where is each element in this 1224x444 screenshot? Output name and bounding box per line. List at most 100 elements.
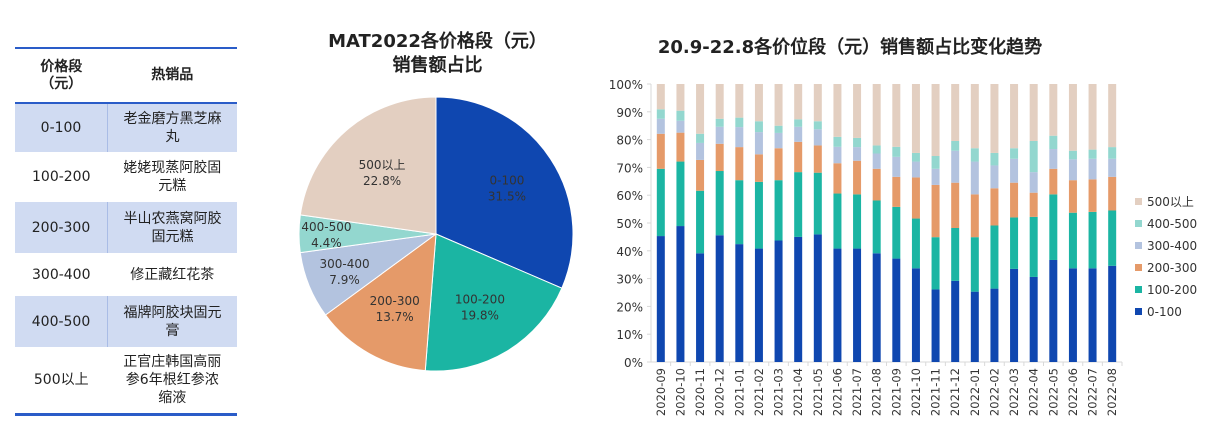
bar-segment-400-500: [715, 118, 724, 127]
bar-segment-200-300: [911, 177, 920, 219]
x-tick-label: 2022-07: [1086, 368, 1100, 416]
bar-segment-200-300: [892, 176, 901, 207]
bar-segment-300-400: [774, 132, 783, 149]
bar-segment-500以上: [656, 84, 665, 110]
bar-segment-200-300: [676, 132, 685, 162]
bar-segment-400-500: [1068, 150, 1077, 160]
bar-segment-400-500: [696, 133, 705, 143]
bar-segment-100-200: [990, 225, 999, 289]
bar-segment-0-100: [1068, 268, 1077, 362]
bar-segment-0-100: [853, 248, 862, 362]
x-tick-label: 2021-08: [870, 368, 884, 416]
x-tick-label: 2021-02: [752, 368, 766, 416]
bar-segment-500以上: [715, 84, 724, 119]
bar-segment-400-500: [911, 152, 920, 162]
y-tick-label: 70%: [616, 161, 643, 175]
bar-segment-300-400: [735, 127, 744, 148]
bar-segment-100-200: [1108, 210, 1117, 266]
bar-segment-400-500: [833, 136, 842, 147]
bar-segment-400-500: [774, 125, 783, 133]
bar-segment-500以上: [951, 84, 960, 141]
y-tick-label: 20%: [616, 300, 643, 314]
bar-segment-300-400: [1108, 158, 1117, 177]
bar-segment-500以上: [1108, 84, 1117, 148]
pie-value-label: 7.9%: [329, 273, 360, 287]
pie-slice-100-200: [424, 233, 563, 372]
bar-segment-100-200: [872, 200, 881, 254]
price-range-cell: 100-200: [32, 169, 91, 185]
x-tick-label: 2021-07: [850, 368, 864, 416]
bar-segment-100-200: [1068, 212, 1077, 269]
bar-segment-300-400: [911, 161, 920, 178]
legend-swatch-200-300: [1135, 264, 1142, 271]
price-range-cell: 400-500: [15, 296, 108, 347]
bar-segment-400-500: [794, 119, 803, 127]
y-tick-label: 60%: [616, 189, 643, 203]
pie-value-label: 22.8%: [363, 174, 401, 188]
x-tick-label: 2021-10: [909, 368, 923, 416]
bar-segment-0-100: [676, 226, 685, 362]
bar-segment-0-100: [1029, 276, 1038, 362]
bar-segment-0-100: [970, 291, 979, 362]
bar-segment-300-400: [872, 153, 881, 169]
bar-segment-100-200: [696, 190, 705, 254]
bar-segment-200-300: [853, 160, 862, 195]
bar-segment-100-200: [1049, 194, 1058, 260]
bar-segment-300-400: [1010, 158, 1019, 183]
bar-segment-500以上: [892, 84, 901, 147]
price-range-cell: 500以上: [33, 371, 89, 388]
pie-title-line: MAT2022各价格段（元）: [328, 31, 547, 52]
bar-segment-0-100: [696, 253, 705, 362]
bar-segment-0-100: [1049, 259, 1058, 362]
x-tick-label: 2022-02: [987, 368, 1001, 416]
bar-segment-0-100: [911, 268, 920, 362]
bar-segment-500以上: [1010, 84, 1019, 149]
bar-segment-300-400: [1068, 159, 1077, 181]
bar-segment-300-400: [990, 165, 999, 189]
bar-segment-400-500: [1029, 140, 1038, 173]
pie-value-label: 31.5%: [488, 189, 526, 203]
x-tick-label: 2020-09: [654, 368, 668, 416]
bar-segment-500以上: [911, 84, 920, 153]
x-tick-label: 2022-04: [1027, 368, 1041, 416]
price-range-cell: 300-400: [32, 266, 91, 283]
table-row: 0-100 老金磨方黑芝麻丸: [15, 103, 237, 152]
bar-segment-300-400: [951, 150, 960, 183]
bar-segment-0-100: [715, 235, 724, 362]
bar-segment-0-100: [774, 240, 783, 362]
hot-product-cell: 正官庄韩国高丽参6年根红参浓缩液: [123, 353, 222, 406]
x-tick-label: 2022-06: [1066, 368, 1080, 416]
bar-segment-300-400: [853, 147, 862, 161]
price-range-cell: 200-300: [15, 202, 108, 253]
bar-segment-100-200: [813, 172, 822, 235]
bar-segment-200-300: [970, 194, 979, 238]
hot-product-cell: 福牌阿胶块固元膏: [107, 296, 237, 347]
bar-segment-100-200: [853, 194, 862, 249]
y-tick-label: 10%: [616, 328, 643, 342]
bar-title: 20.9-22.8各价位段（元）销售额占比变化趋势: [657, 37, 1043, 58]
bar-segment-200-300: [813, 145, 822, 173]
bar-segment-400-500: [656, 109, 665, 119]
bar-segment-500以上: [970, 84, 979, 149]
bar-segment-0-100: [1088, 268, 1097, 362]
bar-segment-100-200: [911, 218, 920, 269]
bar-segment-100-200: [1088, 211, 1097, 269]
header-price-range: 价格段 （元）: [15, 48, 108, 104]
y-tick-label: 30%: [616, 273, 643, 287]
bar-segment-100-200: [715, 171, 724, 236]
bar-segment-500以上: [1088, 84, 1097, 150]
bar-segment-400-500: [1049, 135, 1058, 150]
bar-segment-500以上: [1049, 84, 1058, 136]
bar-segment-200-300: [715, 143, 724, 172]
hot-product-cell: 修正藏红花茶: [130, 266, 215, 283]
bar-segment-300-400: [970, 161, 979, 195]
table-row: 400-500 福牌阿胶块固元膏: [15, 296, 237, 347]
hot-product-cell: 老金磨方黑芝麻丸: [107, 103, 237, 152]
bar-segment-0-100: [990, 288, 999, 362]
bar-segment-500以上: [931, 84, 940, 157]
legend-swatch-500以上: [1135, 198, 1142, 205]
bar-segment-500以上: [872, 84, 881, 146]
x-tick-label: 2021-09: [889, 368, 903, 416]
bar-segment-400-500: [931, 156, 940, 169]
bar-segment-500以上: [813, 84, 822, 122]
